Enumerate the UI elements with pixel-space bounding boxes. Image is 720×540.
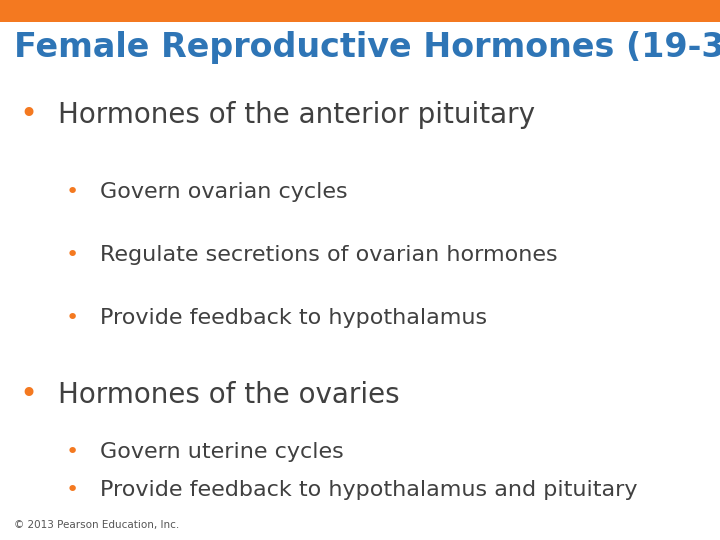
Text: •: • xyxy=(66,442,78,462)
Text: © 2013 Pearson Education, Inc.: © 2013 Pearson Education, Inc. xyxy=(14,520,179,530)
Bar xyxy=(0,0,720,22)
Text: Hormones of the anterior pituitary: Hormones of the anterior pituitary xyxy=(58,101,535,129)
Text: •: • xyxy=(66,245,78,265)
Text: Regulate secretions of ovarian hormones: Regulate secretions of ovarian hormones xyxy=(100,245,557,265)
Text: Govern uterine cycles: Govern uterine cycles xyxy=(100,442,343,462)
Text: •: • xyxy=(66,480,78,500)
Text: •: • xyxy=(19,100,37,130)
Text: •: • xyxy=(19,381,37,409)
Text: Provide feedback to hypothalamus: Provide feedback to hypothalamus xyxy=(100,308,487,328)
Text: Hormones of the ovaries: Hormones of the ovaries xyxy=(58,381,400,409)
Text: •: • xyxy=(66,308,78,328)
Text: Govern ovarian cycles: Govern ovarian cycles xyxy=(100,182,348,202)
Text: Provide feedback to hypothalamus and pituitary: Provide feedback to hypothalamus and pit… xyxy=(100,480,637,500)
Text: •: • xyxy=(66,182,78,202)
Text: Female Reproductive Hormones (19-3): Female Reproductive Hormones (19-3) xyxy=(14,31,720,64)
